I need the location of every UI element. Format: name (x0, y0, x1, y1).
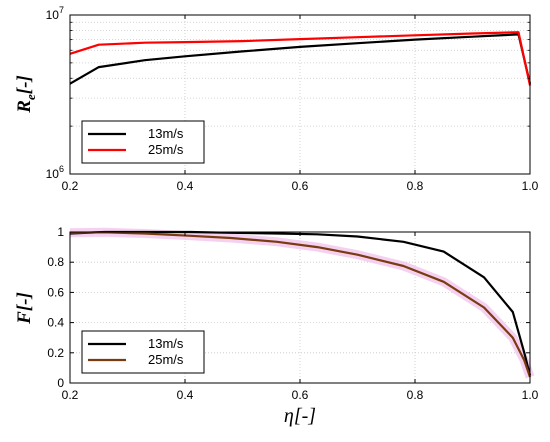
top-y-tick-label: 107 (46, 5, 64, 22)
bottom-legend-box (81, 330, 205, 374)
bottom-x-ticks: 0.2 0.4 0.6 0.8 1.0 (62, 232, 539, 402)
bottom-y-tick-label: 1 (57, 225, 64, 239)
bottom-x-tick-label: 0.6 (292, 388, 309, 402)
bottom-y-tick-label: 0.6 (47, 285, 64, 299)
top-y-tick-label: 106 (46, 164, 64, 181)
top-legend-label-0: 13m/s (148, 126, 184, 141)
top-legend-label-1: 25m/s (148, 142, 184, 157)
top-x-tick-label: 0.8 (407, 179, 424, 193)
top-series-line-0 (69, 33, 532, 85)
top-y-axis-label: Re[-] (14, 75, 38, 113)
top-x-tick-label: 0.4 (177, 179, 194, 193)
top-legend-box (81, 120, 205, 164)
bottom-legend-label-0: 13m/s (148, 336, 184, 351)
bottom-x-tick-label: 0.4 (177, 388, 194, 402)
top-series (69, 31, 532, 86)
bottom-y-tick-label: 0.2 (47, 346, 64, 360)
top-x-tick-label: 1.0 (522, 179, 539, 193)
bottom-series-line-1 (69, 231, 532, 378)
top-x-tick-label: 0.2 (62, 179, 79, 193)
top-x-tick-label: 0.6 (292, 179, 309, 193)
bottom-legend-label-1: 25m/s (148, 352, 184, 367)
bottom-y-axis-label: F[-] (14, 292, 35, 325)
top-y-ticks: 106 107 (46, 5, 530, 181)
bottom-y-tick-label: 0.8 (47, 255, 64, 269)
bottom-y-tick-label: 0 (57, 376, 64, 390)
top-x-ticks: 0.2 0.4 0.6 0.8 1.0 (62, 15, 539, 193)
bottom-x-tick-label: 1.0 (522, 388, 539, 402)
bottom-x-tick-label: 0.8 (407, 388, 424, 402)
bottom-x-axis-label: η[-] (284, 405, 316, 427)
bottom-y-ticks: 0 0.2 0.4 0.6 0.8 1 (47, 225, 530, 390)
top-series-line-1 (69, 31, 532, 86)
bottom-plot: 0.2 0.4 0.6 0.8 1.0 00.20.40.60.81 F[-] η[-]… (14, 225, 539, 427)
bottom-y-tick-label: 0.4 (47, 316, 64, 330)
bottom-x-tick-label: 0.2 (62, 388, 79, 402)
